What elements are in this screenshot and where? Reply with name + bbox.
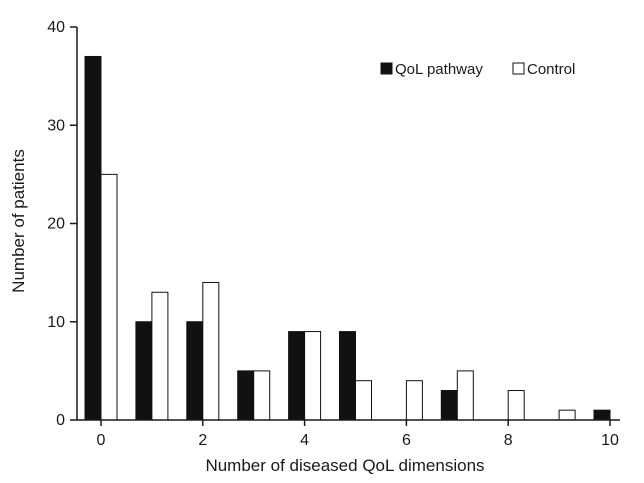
bar-control-5: [355, 380, 372, 421]
x-axis-label: Number of diseased QoL dimensions: [205, 456, 484, 475]
bar-qol-pathway-3: [237, 370, 255, 421]
x-tick-label-6: 6: [402, 432, 411, 449]
x-ticks: 0 2 4 6 8 10: [97, 420, 619, 449]
bar-control-8: [507, 390, 525, 421]
x-tick-label-4: 4: [300, 432, 309, 449]
y-axis-label: Number of patients: [9, 149, 28, 293]
y-tick-label-20: 20: [47, 216, 65, 233]
bar-control-1: [151, 291, 169, 421]
legend: QoL pathway Control: [380, 61, 575, 78]
bar-control-4: [304, 331, 322, 421]
y-tick-label-0: 0: [56, 412, 65, 429]
y-tick-label-30: 30: [47, 117, 65, 134]
x-tick-label-0: 0: [97, 432, 106, 449]
bar-control-9: [558, 409, 576, 421]
bar-qol-pathway-10: [593, 409, 611, 421]
bar-control-3: [253, 370, 271, 421]
legend-swatch-control: [512, 62, 525, 75]
legend-label-control: Control: [527, 61, 575, 78]
bar-qol-pathway-5: [339, 331, 356, 421]
y-ticks: 0 10 20 30 40: [47, 19, 77, 429]
y-tick-label-40: 40: [47, 19, 65, 36]
bars-layer: [84, 55, 611, 421]
bar-control-0: [100, 173, 118, 421]
bar-control-2: [202, 281, 220, 421]
bar-control-6: [405, 380, 423, 421]
bar-control-7: [456, 370, 474, 421]
legend-swatch-qol-pathway: [380, 62, 393, 75]
x-tick-label-2: 2: [198, 432, 207, 449]
legend-label-qol-pathway: QoL pathway: [395, 61, 483, 78]
bar-qol-pathway-4: [288, 331, 306, 421]
bar-qol-pathway-0: [84, 55, 102, 421]
x-tick-label-8: 8: [504, 432, 513, 449]
y-tick-label-10: 10: [47, 314, 65, 331]
bar-qol-pathway-2: [186, 321, 204, 421]
bar-qol-pathway-1: [135, 321, 153, 421]
x-tick-label-10: 10: [601, 432, 619, 449]
bar-qol-pathway-7: [440, 390, 458, 421]
